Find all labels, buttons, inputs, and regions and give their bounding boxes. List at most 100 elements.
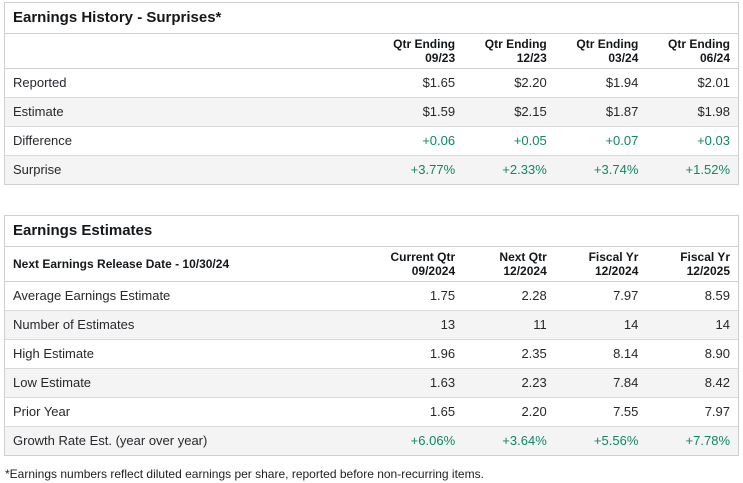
column-header-line2: 06/24: [699, 51, 730, 65]
row-label: Estimate: [5, 97, 372, 127]
column-header-line2: 12/2024: [594, 264, 639, 278]
earnings-estimates-title: Earnings Estimates: [5, 216, 738, 247]
table-row: Number of Estimates 13 11 14 14: [5, 310, 738, 340]
value-cell: 1.75: [371, 281, 464, 311]
column-header-line1: Fiscal Yr: [588, 250, 639, 264]
value-cell: 7.97: [554, 281, 647, 311]
row-label: High Estimate: [5, 339, 372, 369]
column-header-line1: Fiscal Yr: [680, 250, 730, 264]
column-header-line2: 12/2024: [503, 264, 547, 278]
column-header: Next Qtr 12/2024: [463, 247, 555, 282]
column-header: Qtr Ending 09/23: [371, 34, 464, 69]
value-cell: +3.77%: [410, 162, 456, 177]
column-header-line1: Qtr Ending: [668, 37, 730, 51]
table-row: Surprise +3.77% +2.33% +3.74% +1.52%: [5, 155, 738, 184]
value-cell: +0.05: [463, 126, 555, 156]
earnings-history-title: Earnings History - Surprises*: [5, 3, 738, 34]
table-row: High Estimate 1.96 2.35 8.14 8.90: [5, 339, 738, 369]
value-cell: $1.59: [371, 97, 464, 127]
table-row: Low Estimate 1.63 2.23 7.84 8.42: [5, 368, 738, 398]
value-cell: 2.23: [463, 368, 555, 398]
earnings-history-section: Earnings History - Surprises* Qtr Ending…: [4, 2, 739, 185]
value-cell: +0.03: [646, 126, 738, 156]
table-row: Growth Rate Est. (year over year) +6.06% +…: [5, 426, 738, 455]
column-header-line2: 09/23: [425, 51, 456, 65]
value-cell: $2.01: [646, 68, 738, 98]
earnings-history-table: Qtr Ending 09/23 Qtr Ending 12/23 Qtr Ending…: [5, 34, 738, 184]
column-header: Qtr Ending 12/23: [463, 34, 555, 69]
row-label: Low Estimate: [5, 368, 372, 398]
table-row: Difference +0.06 +0.05 +0.07 +0.03: [5, 126, 738, 156]
column-header: Qtr Ending 06/24: [646, 34, 738, 69]
header-label-cell: Next Earnings Release Date - 10/30/24: [5, 247, 372, 282]
value-cell: 7.55: [554, 397, 647, 427]
column-header-line2: 12/23: [516, 51, 547, 65]
earnings-estimates-body: Average Earnings Estimate 1.75 2.28 7.97 8.5…: [5, 281, 738, 455]
column-header-line1: Qtr Ending: [484, 37, 547, 51]
value-cell: 8.90: [646, 339, 738, 369]
column-header-line1: Current Qtr: [390, 250, 456, 264]
table-row: Prior Year 1.65 2.20 7.55 7.97: [5, 397, 738, 427]
column-header: Qtr Ending 03/24: [554, 34, 647, 69]
column-header-line1: Qtr Ending: [576, 37, 639, 51]
row-label: Average Earnings Estimate: [5, 281, 372, 311]
column-header-line1: Next Qtr: [499, 250, 547, 264]
value-cell: 2.28: [463, 281, 555, 311]
earnings-history-header: Qtr Ending 09/23 Qtr Ending 12/23 Qtr Ending…: [5, 34, 738, 69]
value-cell: +2.33%: [502, 162, 547, 177]
value-cell: +5.56%: [593, 433, 639, 448]
value-cell: 1.96: [371, 339, 464, 369]
table-row: Estimate $1.59 $2.15 $1.87 $1.98: [5, 97, 738, 127]
table-row: Average Earnings Estimate 1.75 2.28 7.97 8.5…: [5, 281, 738, 311]
row-label: Growth Rate Est. (year over year): [13, 433, 208, 448]
value-cell: 14: [646, 310, 738, 340]
value-cell: 14: [554, 310, 647, 340]
value-cell: $1.98: [646, 97, 738, 127]
value-cell: 7.97: [646, 397, 738, 427]
header-row: Qtr Ending 09/23 Qtr Ending 12/23 Qtr Ending…: [5, 34, 738, 69]
value-cell: +3.64%: [502, 433, 547, 448]
earnings-history-body: Reported $1.65 $2.20 $1.94 $2.01 Estimate $1.5…: [5, 68, 738, 184]
value-cell: $1.65: [371, 68, 464, 98]
value-cell: 8.14: [554, 339, 647, 369]
row-label: Difference: [5, 126, 372, 156]
value-cell: $1.94: [554, 68, 647, 98]
value-cell: +0.07: [554, 126, 647, 156]
value-cell: +6.06%: [410, 433, 456, 448]
value-cell: $2.15: [463, 97, 555, 127]
value-cell: +1.52%: [685, 162, 730, 177]
row-label: Prior Year: [5, 397, 372, 427]
value-cell: 11: [463, 310, 555, 340]
column-header-line2: 09/2024: [411, 264, 456, 278]
earnings-estimates-table: Next Earnings Release Date - 10/30/24 Cur…: [5, 247, 738, 455]
column-header-line2: 03/24: [608, 51, 639, 65]
earnings-estimates-section: Earnings Estimates Next Earnings Release…: [4, 215, 739, 456]
value-cell: +7.78%: [685, 433, 730, 448]
header-label-cell: [5, 34, 372, 69]
value-cell: 8.59: [646, 281, 738, 311]
value-cell: 8.42: [646, 368, 738, 398]
value-cell: 2.35: [463, 339, 555, 369]
value-cell: 2.20: [463, 397, 555, 427]
value-cell: 7.84: [554, 368, 647, 398]
value-cell: +3.74%: [593, 162, 639, 177]
value-cell: $2.20: [463, 68, 555, 98]
value-cell: +0.06: [371, 126, 464, 156]
header-row: Next Earnings Release Date - 10/30/24 Cur…: [5, 247, 738, 282]
earnings-estimates-header: Next Earnings Release Date - 10/30/24 Cur…: [5, 247, 738, 282]
value-cell: 1.63: [371, 368, 464, 398]
value-cell: $1.87: [554, 97, 647, 127]
value-cell: 1.65: [371, 397, 464, 427]
row-label: Surprise: [13, 162, 62, 177]
column-header: Fiscal Yr 12/2025: [646, 247, 738, 282]
column-header: Current Qtr 09/2024: [371, 247, 464, 282]
column-header: Fiscal Yr 12/2024: [554, 247, 647, 282]
row-label: Number of Estimates: [5, 310, 372, 340]
column-header-line2: 12/2025: [686, 264, 730, 278]
earnings-footnote: *Earnings numbers reflect diluted earnin…: [5, 467, 484, 481]
row-label: Reported: [5, 68, 372, 98]
value-cell: 13: [371, 310, 464, 340]
column-header-line1: Qtr Ending: [393, 37, 456, 51]
table-row: Reported $1.65 $2.20 $1.94 $2.01: [5, 68, 738, 98]
